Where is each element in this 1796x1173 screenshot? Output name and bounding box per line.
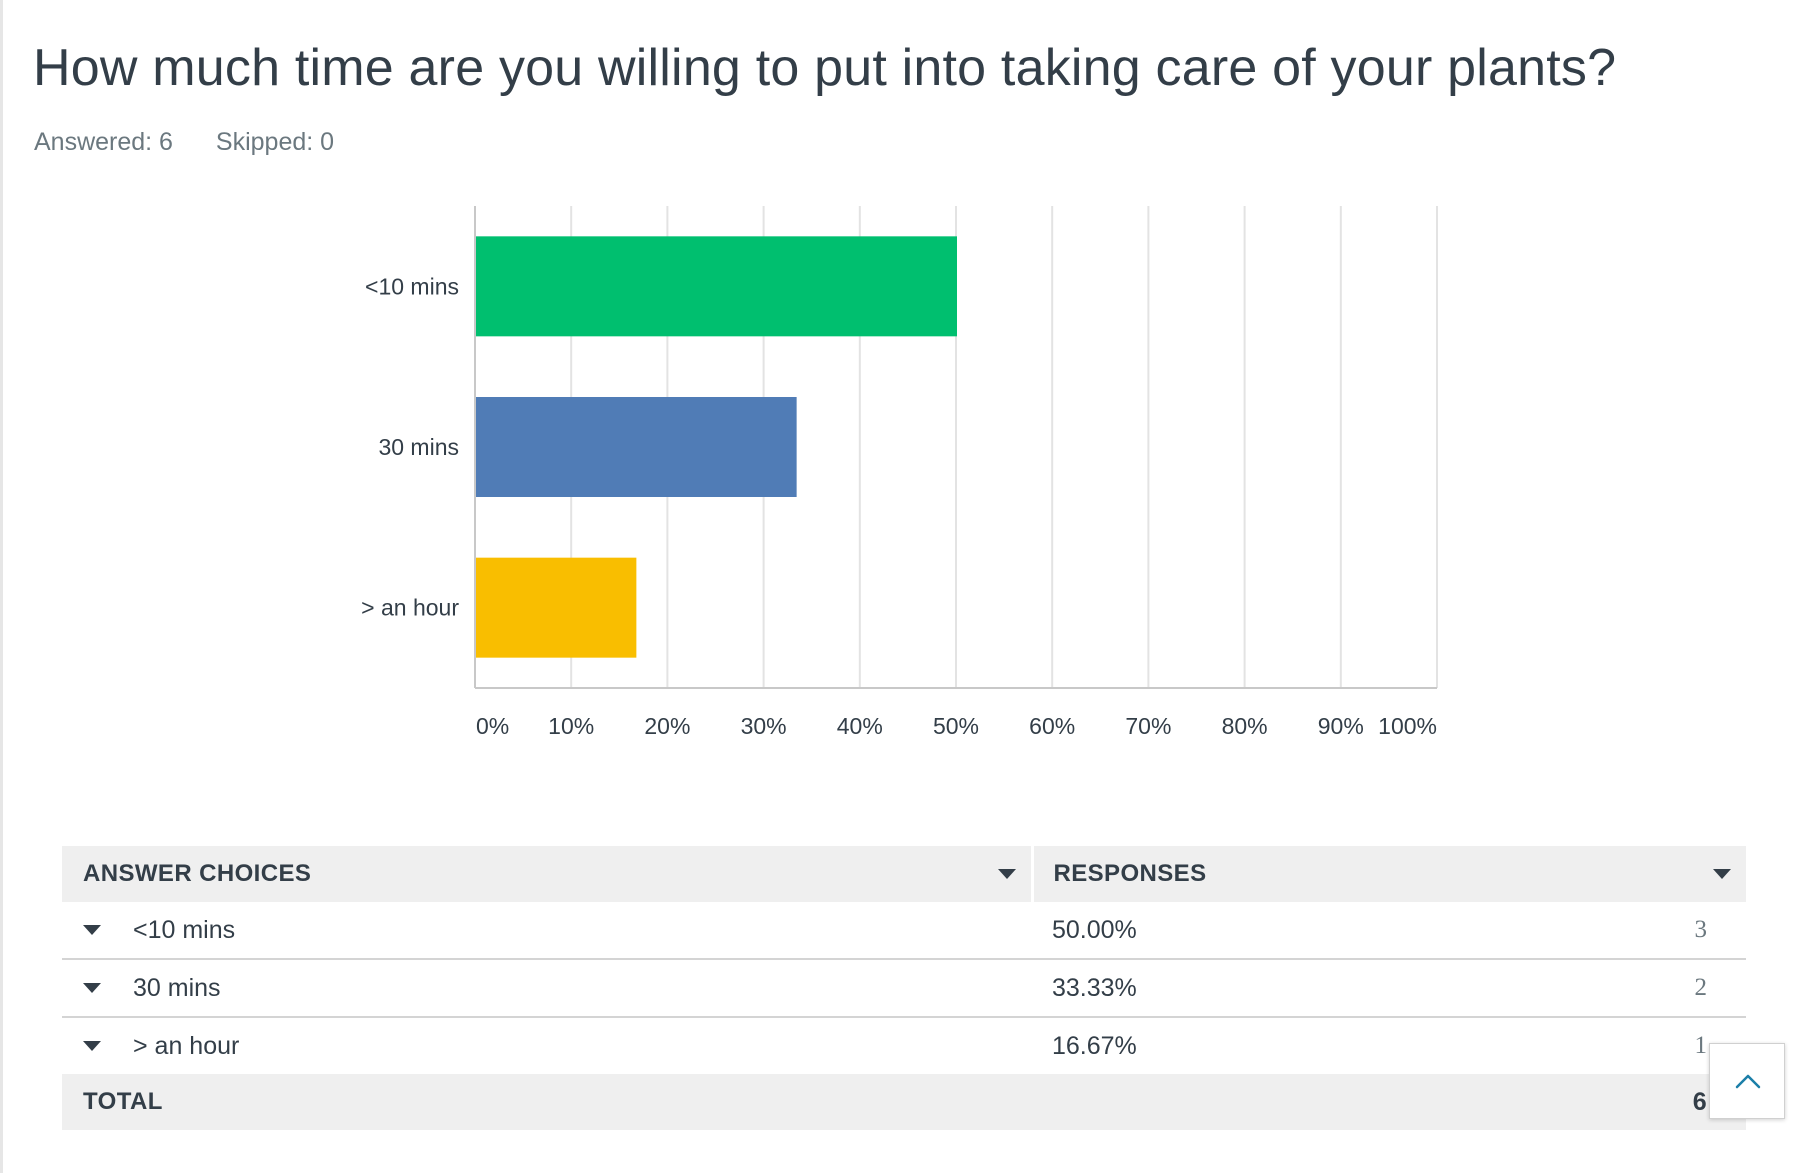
- x-tick-label: 100%: [1378, 713, 1437, 739]
- sort-caret-down-icon[interactable]: [997, 869, 1016, 879]
- choice-label: <10 mins: [133, 915, 236, 944]
- total-label: TOTAL: [83, 1088, 163, 1115]
- responses-header-label: RESPONSES: [1053, 860, 1207, 887]
- responses-header[interactable]: RESPONSES: [1032, 846, 1746, 902]
- x-tick-label: 30%: [741, 713, 787, 739]
- x-tick-label: 20%: [644, 713, 690, 739]
- x-tick-label: 50%: [933, 713, 979, 739]
- total-value: 6: [1692, 1088, 1707, 1116]
- bar-chart: 0% 10% 20% 30% 40% 50% 60% 70% 80% 90% 100% <10 min…: [361, 206, 1438, 739]
- expand-caret-icon[interactable]: [83, 925, 101, 936]
- table-row: 30 mins 33.33% 2: [62, 959, 1746, 1017]
- table-row: <10 mins 50.00% 3: [62, 902, 1746, 959]
- chevron-up-icon: [1735, 1074, 1761, 1089]
- answer-choices-header-label: ANSWER CHOICES: [83, 860, 312, 887]
- bar[interactable]: [476, 236, 957, 337]
- table-header-row: ANSWER CHOICES RESPONSES: [62, 846, 1746, 902]
- x-tick-label: 80%: [1222, 713, 1268, 739]
- choice-label: > an hour: [133, 1031, 240, 1060]
- expand-caret-icon[interactable]: [83, 983, 101, 994]
- left-border: [0, 0, 3, 1173]
- question-title: How much time are you willing to put int…: [33, 39, 1617, 97]
- x-tick-label: 70%: [1125, 713, 1171, 739]
- response-percent: 33.33%: [1052, 973, 1137, 1002]
- answer-choices-header[interactable]: ANSWER CHOICES: [62, 846, 1034, 902]
- response-stats: Answered: 6 Skipped: 0: [34, 128, 334, 157]
- sort-caret-down-icon[interactable]: [1713, 869, 1731, 879]
- expand-caret-icon[interactable]: [83, 1041, 101, 1052]
- choice-label: 30 mins: [133, 973, 221, 1002]
- skipped-count: Skipped: 0: [215, 128, 335, 156]
- x-tick-label: 0%: [476, 713, 509, 739]
- bar[interactable]: [476, 557, 637, 658]
- x-tick-label: 90%: [1318, 713, 1364, 739]
- x-tick-label: 10%: [548, 713, 594, 739]
- category-label: > an hour: [361, 595, 459, 621]
- category-label: <10 mins: [365, 273, 459, 299]
- response-count[interactable]: 1: [1694, 1032, 1708, 1059]
- category-label: 30 mins: [378, 434, 459, 460]
- answer-choices-table: ANSWER CHOICES RESPONSES <10 mins 50.00%…: [62, 846, 1746, 1130]
- response-count[interactable]: 2: [1694, 974, 1708, 1001]
- response-percent: 50.00%: [1052, 915, 1137, 944]
- total-row: TOTAL 6: [62, 1074, 1746, 1130]
- x-tick-label: 40%: [837, 713, 883, 739]
- response-percent: 16.67%: [1052, 1031, 1137, 1060]
- response-count[interactable]: 3: [1694, 916, 1708, 943]
- bar[interactable]: [476, 397, 797, 497]
- scroll-to-top-button[interactable]: [1709, 1043, 1785, 1119]
- answered-count: Answered: 6: [34, 128, 173, 156]
- x-tick-label: 60%: [1029, 713, 1075, 739]
- table-row: > an hour 16.67% 1: [62, 1017, 1746, 1074]
